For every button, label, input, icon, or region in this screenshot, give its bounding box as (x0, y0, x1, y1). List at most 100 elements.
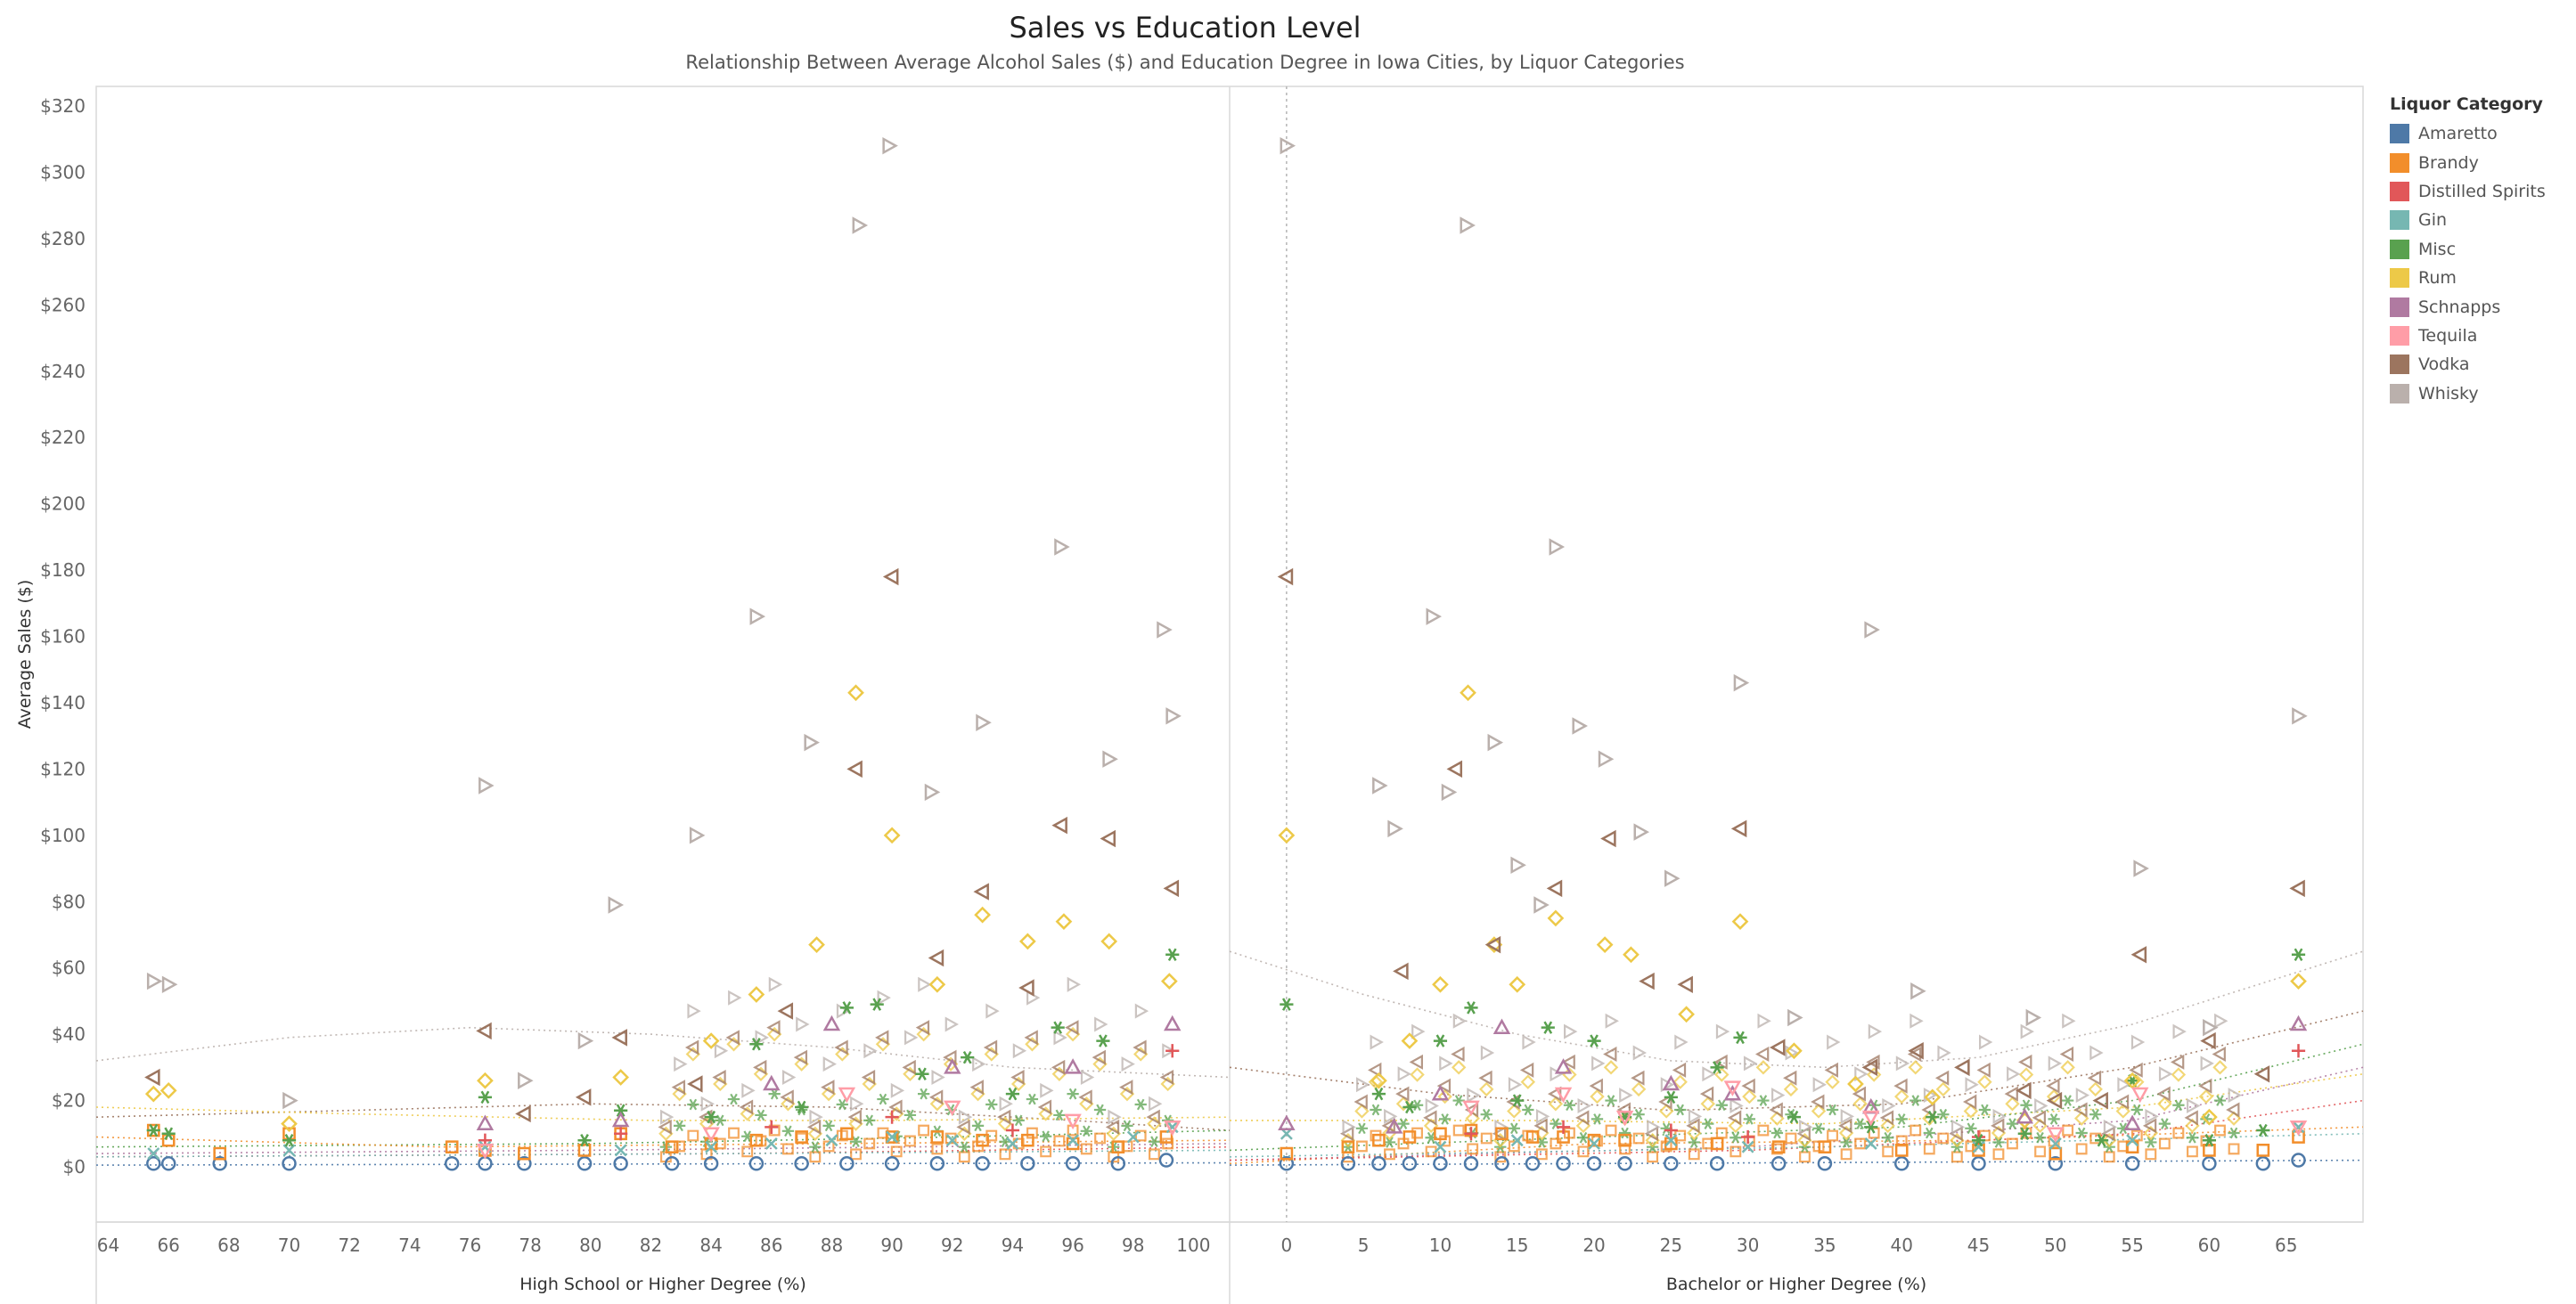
data-point (1093, 1104, 1107, 1116)
data-point (702, 1032, 720, 1049)
data-point (1397, 1066, 1411, 1082)
data-point (1067, 1088, 1079, 1100)
y-tick-label: $20 (52, 1090, 86, 1112)
data-point (1714, 1067, 1730, 1082)
data-point (1895, 1055, 1910, 1072)
data-point (476, 1022, 492, 1040)
data-point (1094, 1016, 1108, 1032)
data-point (2226, 1111, 2242, 1126)
data-point (1356, 1077, 1370, 1093)
data-point (1664, 869, 1681, 887)
data-point (1437, 1088, 1452, 1104)
legend-item[interactable]: Gin (2390, 206, 2568, 234)
data-point (714, 1137, 726, 1150)
data-point (1278, 827, 1296, 844)
data-point (1754, 1046, 1770, 1062)
data-point (1509, 975, 1526, 993)
legend-item[interactable]: Tequila (2390, 322, 2568, 350)
data-point (673, 1120, 686, 1132)
data-point (1548, 1096, 1564, 1112)
data-point (834, 1039, 848, 1055)
data-point (882, 567, 899, 586)
data-point (1460, 216, 1476, 234)
data-point (1280, 1146, 1294, 1161)
y-tick-label: $180 (40, 559, 86, 581)
x-tick-label: 70 (278, 1235, 300, 1256)
data-point (1715, 1023, 1730, 1039)
legend-item[interactable]: Misc (2390, 235, 2568, 264)
data-point (1586, 1156, 1602, 1171)
data-point (2075, 1143, 2088, 1155)
data-point (478, 1090, 493, 1104)
legend-item[interactable]: Whisky (2390, 379, 2568, 408)
trend-line (1230, 1073, 2364, 1125)
x-tick-label: 45 (1967, 1235, 1990, 1256)
data-point (1783, 1081, 1799, 1097)
data-point (1647, 1119, 1661, 1135)
data-point (890, 1145, 903, 1158)
data-point (1519, 1062, 1534, 1078)
data-point (1962, 1094, 1977, 1110)
x-tick-label: 92 (941, 1235, 963, 1256)
data-point (1575, 1110, 1590, 1126)
data-point (2087, 1070, 2102, 1086)
data-point (2032, 1110, 2046, 1126)
data-point (1660, 1140, 1672, 1153)
data-point (976, 713, 992, 731)
data-point (1462, 1100, 1480, 1117)
data-point (777, 1002, 794, 1020)
data-point (884, 1156, 900, 1171)
data-point (877, 1093, 889, 1105)
data-point (2089, 1108, 2102, 1121)
data-point (1434, 1127, 1447, 1141)
data-point (2289, 1015, 2308, 1031)
data-point (765, 1137, 778, 1150)
data-point (1433, 1156, 1448, 1171)
data-point (1934, 1070, 1950, 1086)
legend-swatch (2390, 355, 2409, 375)
data-point (1370, 1034, 1384, 1050)
data-point (1730, 1145, 1742, 1158)
legend-item[interactable]: Distilled Spirits (2390, 177, 2568, 206)
legend-item[interactable]: Rum (2390, 264, 2568, 292)
data-point (1826, 1104, 1839, 1116)
data-point (1715, 1127, 1728, 1139)
data-point (1522, 1034, 1536, 1050)
data-point (1451, 1046, 1465, 1062)
legend-item[interactable]: Amaretto (2390, 119, 2568, 148)
data-point (1165, 1044, 1180, 1058)
data-point (1067, 1134, 1080, 1147)
data-point (763, 1074, 781, 1091)
data-point (476, 1114, 495, 1130)
data-point (890, 1082, 905, 1098)
data-point (674, 1056, 688, 1072)
data-point (1411, 1127, 1423, 1139)
data-point (1401, 1032, 1419, 1049)
data-point (1937, 1132, 1950, 1145)
x-tick-label: 64 (97, 1235, 119, 1256)
legend-item[interactable]: Vodka (2390, 350, 2568, 379)
data-point (976, 1133, 989, 1147)
data-point (147, 1147, 160, 1161)
legend-item[interactable]: Schnapps (2390, 292, 2568, 321)
data-point (877, 990, 891, 1006)
data-point (781, 1143, 794, 1155)
data-point (611, 1111, 630, 1128)
data-point (2228, 1143, 2240, 1155)
x-tick-label: 66 (157, 1235, 179, 1256)
legend-swatch (2390, 210, 2409, 231)
data-point (1868, 1127, 1880, 1139)
data-point (2198, 1078, 2212, 1094)
data-point (1992, 1108, 2007, 1124)
data-point (1446, 760, 1463, 778)
data-point (1572, 717, 1588, 735)
data-point (1678, 1006, 1695, 1023)
legend-item[interactable]: Brandy (2390, 148, 2568, 176)
data-point (1688, 1148, 1700, 1161)
data-point (2124, 1156, 2140, 1171)
data-point (1713, 1054, 1728, 1070)
data-point (1520, 1074, 1536, 1089)
data-point (2049, 1137, 2062, 1150)
data-point (1040, 1145, 1052, 1158)
data-point (795, 1130, 808, 1144)
